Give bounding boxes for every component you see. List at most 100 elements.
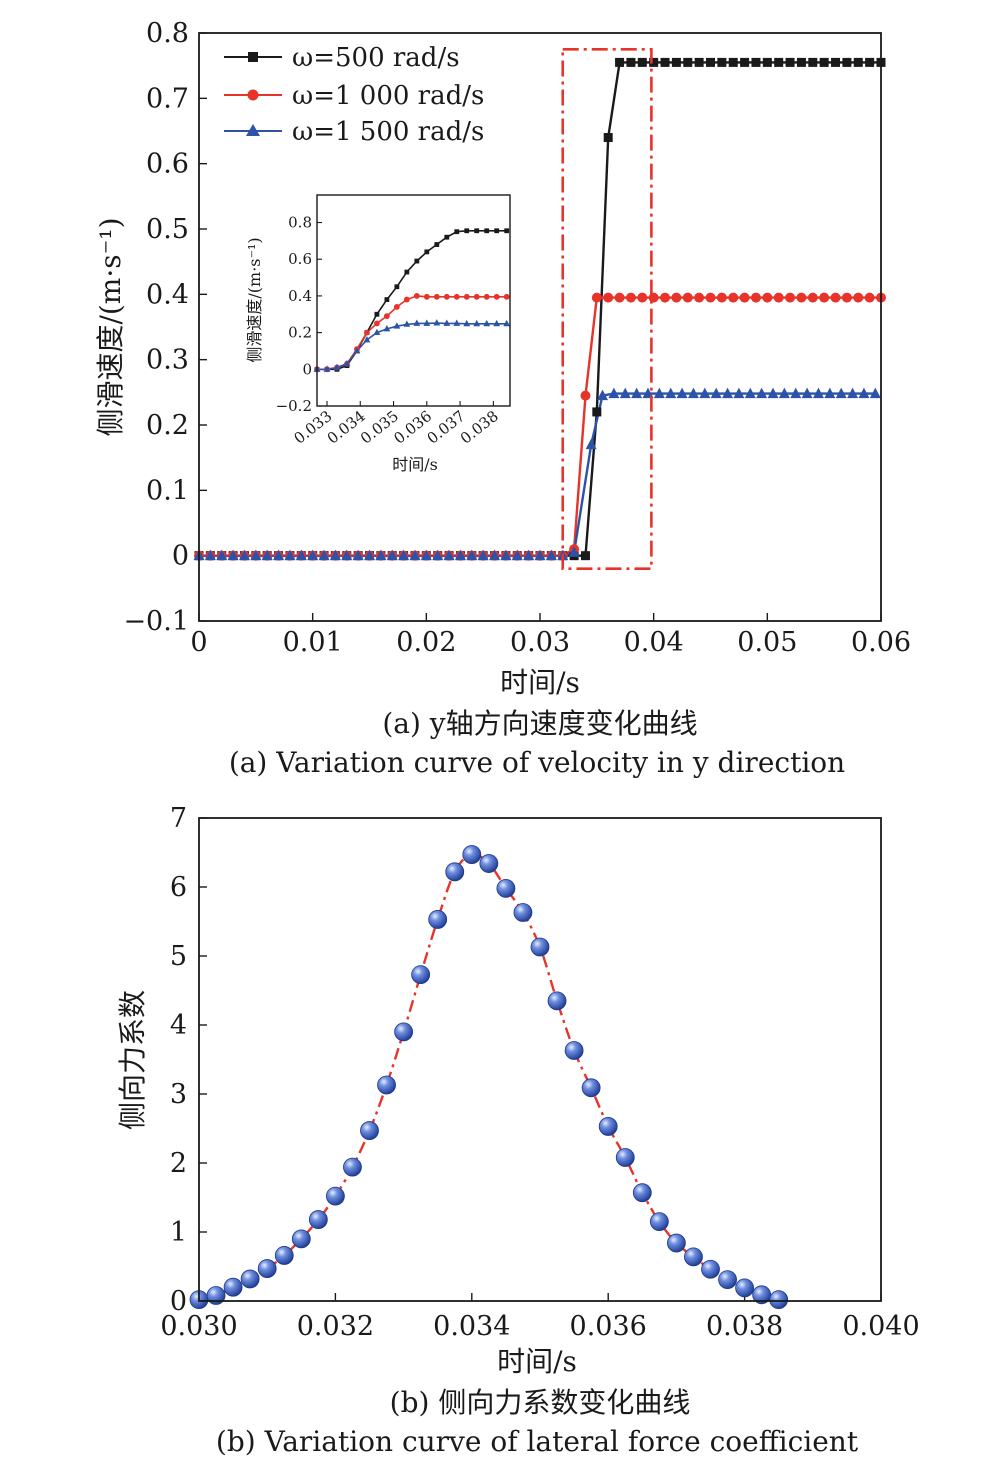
inset-frame (316, 194, 511, 407)
y-tick-label: 0.4 (146, 279, 189, 310)
sphere-marker (615, 1148, 635, 1167)
square-marker (454, 229, 460, 235)
sphere-marker (394, 1022, 414, 1042)
triangle-marker (687, 387, 699, 399)
triangle-marker (477, 549, 489, 561)
triangle-marker (375, 549, 387, 561)
triangle-marker (363, 336, 371, 343)
sphere-marker (343, 1157, 362, 1177)
triangle-marker (323, 365, 331, 372)
sphere-marker (445, 862, 465, 882)
x-tick-label: 0.06 (851, 627, 911, 658)
y-tick-label: 0.5 (146, 214, 189, 245)
circle-marker (796, 292, 807, 303)
square-marker (444, 234, 450, 240)
triangle-marker (443, 549, 455, 561)
y-tick-label: −0.1 (123, 606, 189, 637)
sphere-marker (632, 1183, 652, 1203)
triangle-marker (443, 319, 451, 326)
chart-b-frame (198, 817, 882, 1302)
y-tick-label: 0 (172, 541, 189, 572)
triangle-marker (307, 549, 319, 561)
chart-a-legend: ω=500 rad/s ω=1 000 rad/s ω=1 500 rad/s (224, 43, 484, 147)
circle-marker (591, 292, 602, 303)
triangle-marker (454, 549, 466, 561)
y-tick-label: 0.6 (146, 149, 189, 180)
legend-triangle-marker (246, 124, 260, 136)
triangle-marker (503, 319, 511, 327)
square-marker (796, 57, 806, 67)
circle-marker (393, 304, 400, 310)
y-tick-label: 6 (170, 872, 187, 903)
triangle-marker (238, 549, 250, 561)
circle-marker (493, 293, 500, 300)
square-marker (384, 297, 390, 302)
triangle-marker (273, 549, 285, 561)
series-line (199, 392, 876, 557)
triangle-marker (756, 387, 768, 399)
triangle-marker (812, 387, 824, 399)
triangle-marker (227, 549, 239, 561)
triangle-marker (473, 319, 481, 327)
triangle-marker (545, 549, 557, 561)
triangle-marker (420, 549, 432, 561)
inset-x-tick-label: 0.034 (324, 407, 369, 448)
x-tick-label: 0.040 (842, 1311, 919, 1342)
sphere-marker (291, 1229, 311, 1249)
square-marker (484, 228, 490, 234)
circle-marker (853, 292, 864, 303)
square-marker (842, 57, 852, 67)
triangle-marker (653, 387, 665, 399)
circle-marker (728, 292, 739, 303)
circle-marker (671, 292, 682, 303)
triangle-marker (778, 387, 790, 399)
sphere-marker (240, 1269, 260, 1289)
chart-a-highlight-box (561, 48, 653, 571)
circle-marker (443, 293, 450, 300)
sphere-marker (479, 854, 499, 873)
triangle-marker (398, 549, 410, 561)
inset-y-tick-label: 0.6 (288, 250, 312, 268)
triangle-marker (423, 319, 431, 326)
legend-item-2: ω=1 000 rad/s (224, 81, 484, 111)
x-tick-label: 0.038 (706, 1311, 783, 1342)
y-tick-label: 3 (170, 1079, 187, 1110)
triangle-marker (619, 387, 631, 399)
square-marker (414, 258, 420, 264)
square-marker (717, 57, 727, 67)
triangle-marker (373, 328, 381, 336)
triangle-marker (534, 549, 546, 561)
legend-item-3: ω=1 500 rad/s (224, 117, 484, 147)
triangle-marker (744, 387, 756, 399)
chart-b-ticks (198, 817, 882, 1302)
inset-y-tick-label: 0.2 (288, 324, 312, 342)
triangle-marker (790, 387, 802, 399)
x-tick-label: 0.030 (160, 1311, 237, 1342)
triangle-marker (676, 387, 688, 399)
triangle-marker (463, 319, 471, 327)
circle-marker (453, 293, 460, 300)
sphere-marker (377, 1075, 396, 1095)
triangle-marker (631, 387, 643, 399)
square-marker (865, 57, 875, 67)
x-tick-label: 0.05 (737, 627, 797, 658)
x-tick-label: 0.03 (510, 627, 570, 658)
legend-item-1: ω=500 rad/s (224, 43, 460, 73)
square-marker (706, 57, 715, 67)
chart-a-xlabel: 时间/s (500, 666, 580, 699)
inset-ylabel: 侧滑速度/(m·s⁻¹) (245, 237, 264, 362)
triangle-marker (835, 387, 847, 399)
sphere-marker (411, 965, 431, 985)
y-tick-label: 5 (170, 941, 187, 972)
square-marker (592, 407, 602, 417)
circle-marker (580, 390, 591, 401)
triangle-marker (383, 325, 391, 332)
circle-marker (403, 296, 410, 303)
chart-b-fit-line (198, 853, 780, 1301)
inset-y-tick-label: 0.4 (288, 287, 312, 305)
square-marker (831, 57, 841, 67)
circle-marker (773, 292, 784, 303)
sphere-marker (325, 1186, 345, 1206)
y-tick-label: 4 (170, 1010, 187, 1041)
sphere-marker (718, 1270, 737, 1290)
